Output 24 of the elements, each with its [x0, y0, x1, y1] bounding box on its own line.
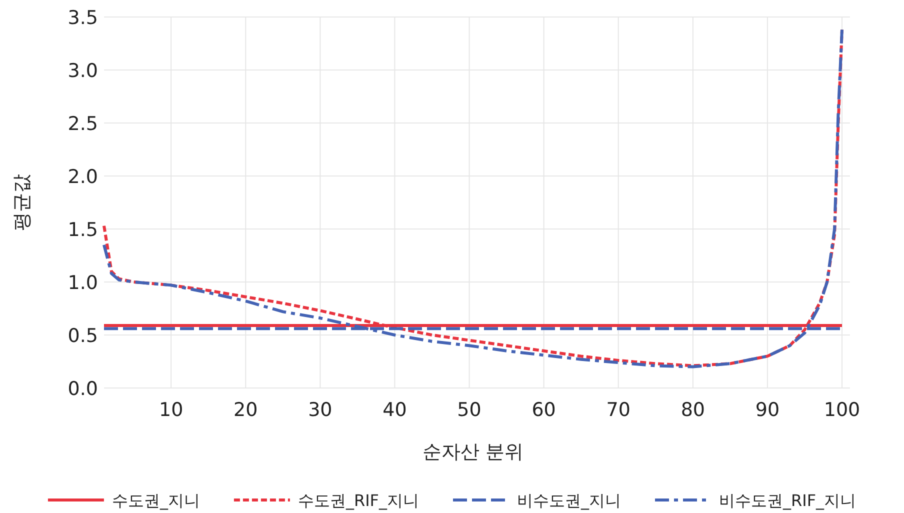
y-tick-label: 3.5	[68, 7, 98, 29]
x-tick-label: 70	[606, 399, 630, 421]
x-tick-label: 20	[234, 399, 258, 421]
x-tick-label: 30	[308, 399, 332, 421]
y-tick-label: 1.0	[68, 272, 98, 294]
x-tick-label: 80	[680, 399, 706, 421]
x-tick-label: 40	[382, 399, 407, 421]
x-tick-label: 50	[457, 399, 482, 421]
y-tick-label: 3.0	[68, 60, 98, 82]
x-tick-label: 90	[755, 399, 780, 421]
legend-label: 수도권_지니	[112, 491, 200, 510]
y-axis-title: 평균값	[11, 174, 33, 231]
y-tick-label: 2.0	[68, 166, 98, 188]
x-tick-label: 10	[158, 399, 184, 421]
x-tick-label: 60	[532, 399, 556, 421]
y-tick-label: 2.5	[68, 113, 98, 135]
y-tick-label: 1.5	[68, 219, 98, 241]
legend-label: 수도권_RIF_지니	[298, 491, 419, 510]
legend-label: 비수도권_지니	[517, 491, 621, 510]
x-axis-title: 순자산 분위	[422, 441, 524, 463]
y-tick-label: 0.5	[68, 325, 98, 347]
y-tick-label: 0.0	[68, 378, 98, 400]
x-tick-label: 100	[824, 399, 860, 421]
legend-label: 비수도권_RIF_지니	[719, 491, 856, 510]
